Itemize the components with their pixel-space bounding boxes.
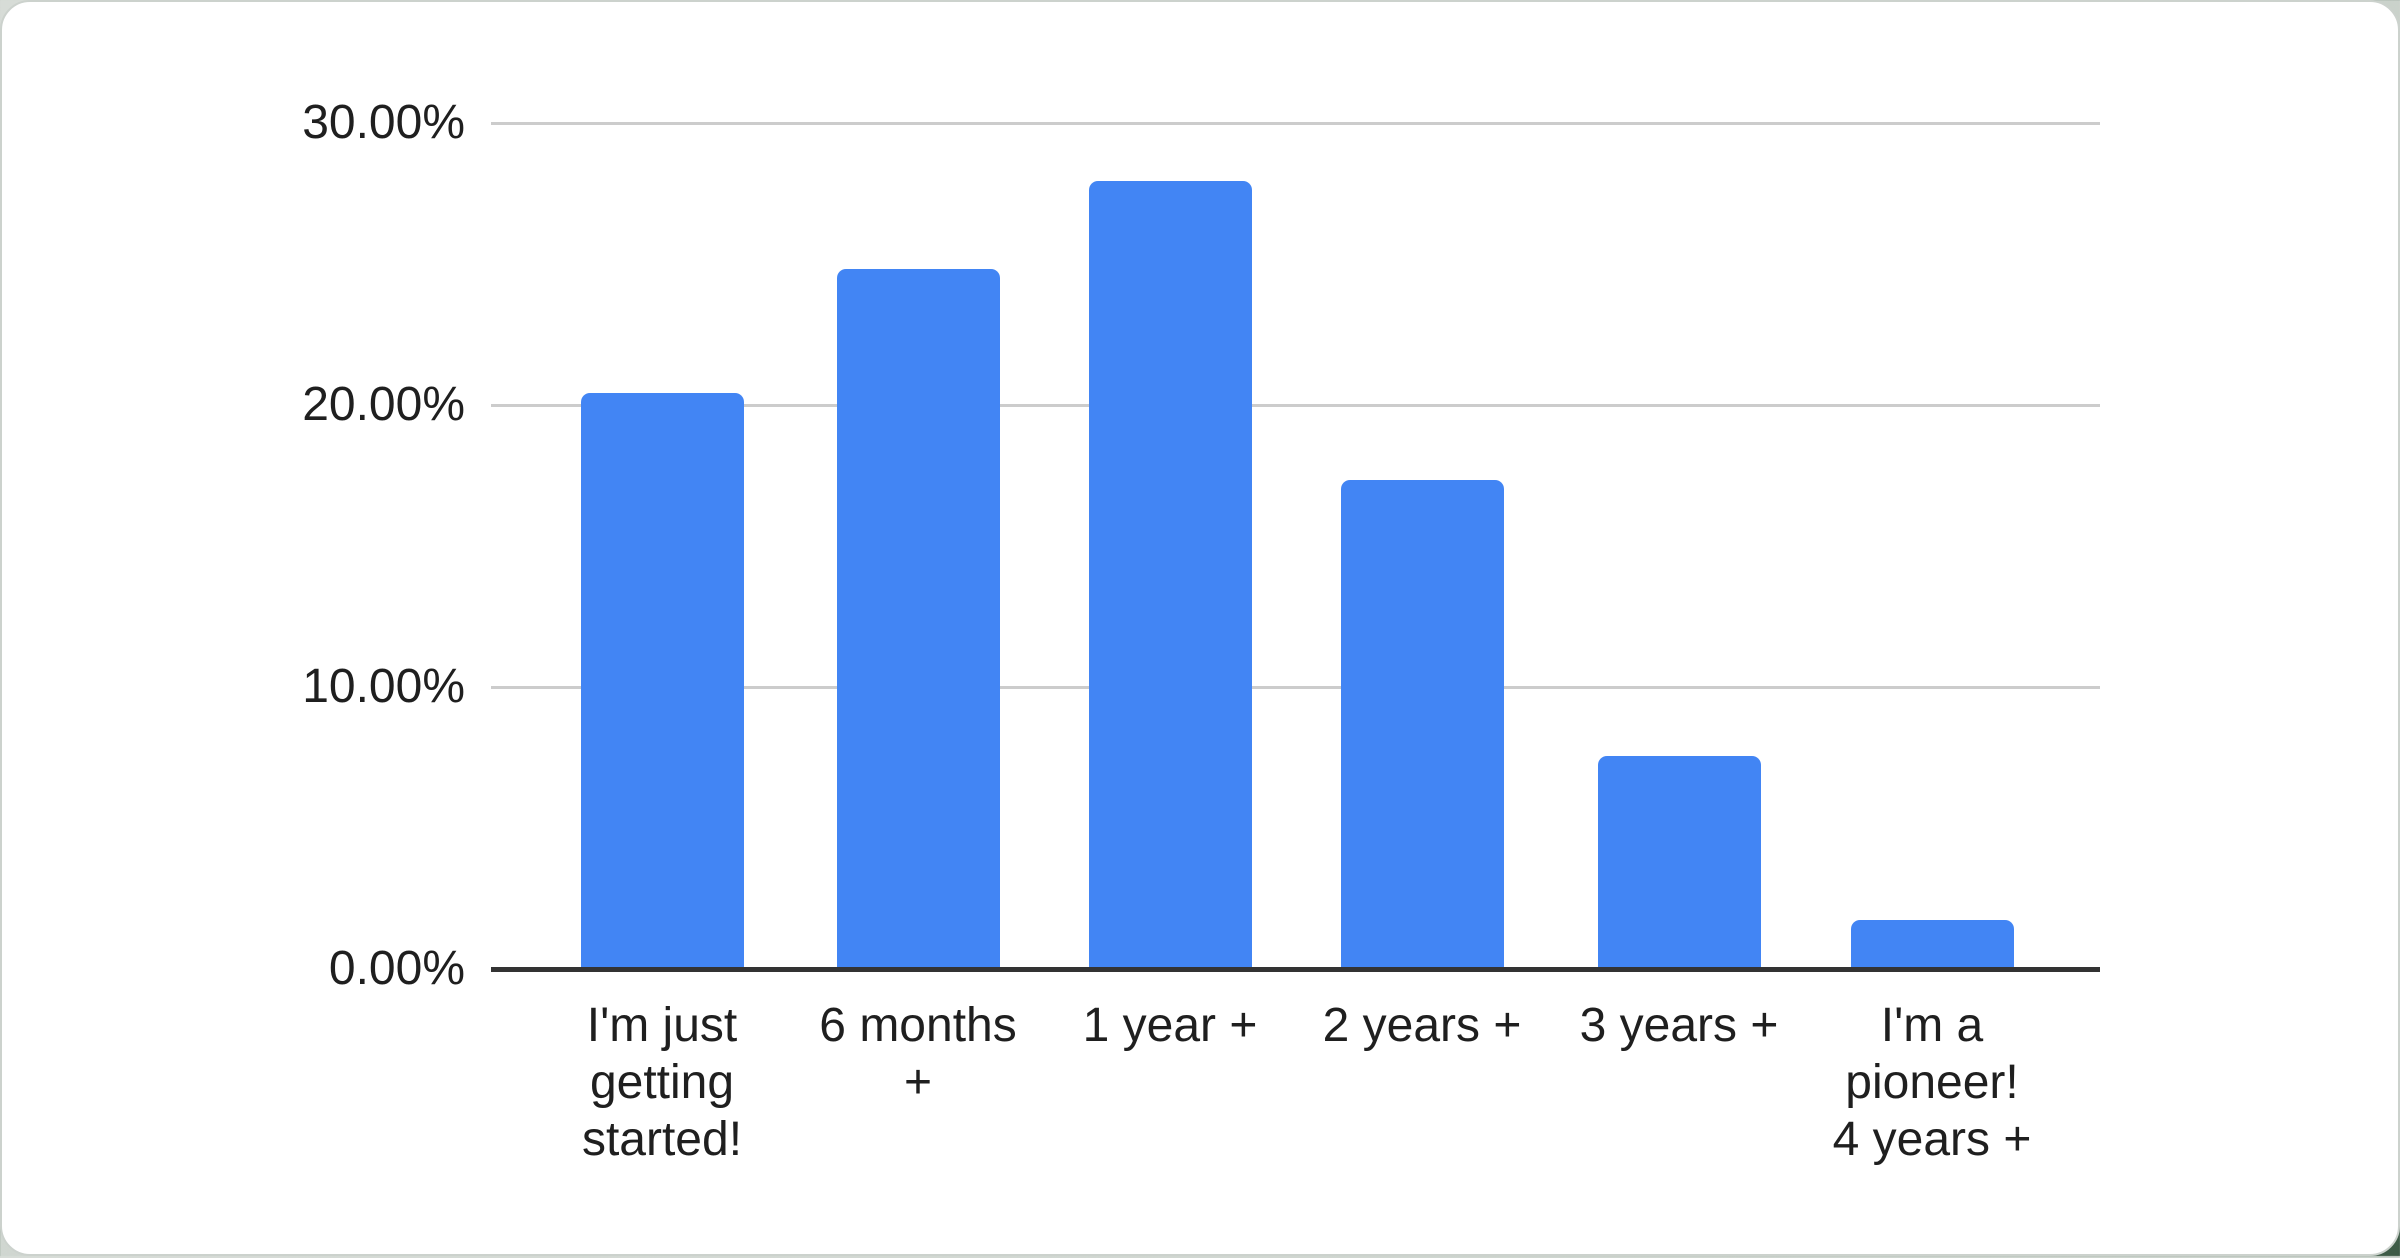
- x-axis-category-label: 6 months +: [819, 999, 1017, 1109]
- bar: [1851, 920, 2014, 968]
- x-axis-category-label: I'm just getting started!: [581, 999, 743, 1166]
- bar: [1598, 756, 1761, 968]
- x-axis-category-label: 3 years +: [1579, 999, 1779, 1052]
- x-axis-category-label: 1 year +: [1082, 999, 1258, 1052]
- y-axis-tick-label: 10.00%: [302, 660, 465, 713]
- gridline-20: [491, 404, 2100, 407]
- gridline-10: [491, 686, 2100, 689]
- gridline-30: [491, 122, 2100, 125]
- x-axis-line: [491, 967, 2100, 972]
- bar: [1089, 181, 1252, 968]
- bar: [581, 393, 744, 968]
- y-axis-tick-label: 30.00%: [302, 96, 465, 149]
- y-axis-tick-label: 0.00%: [328, 942, 465, 995]
- y-axis-tick-label: 20.00%: [302, 378, 465, 431]
- bar: [837, 269, 1000, 968]
- bar: [1341, 480, 1504, 968]
- x-axis-category-label: I'm a pioneer! 4 years +: [1832, 999, 2032, 1166]
- x-axis-category-label: 2 years +: [1322, 999, 1522, 1052]
